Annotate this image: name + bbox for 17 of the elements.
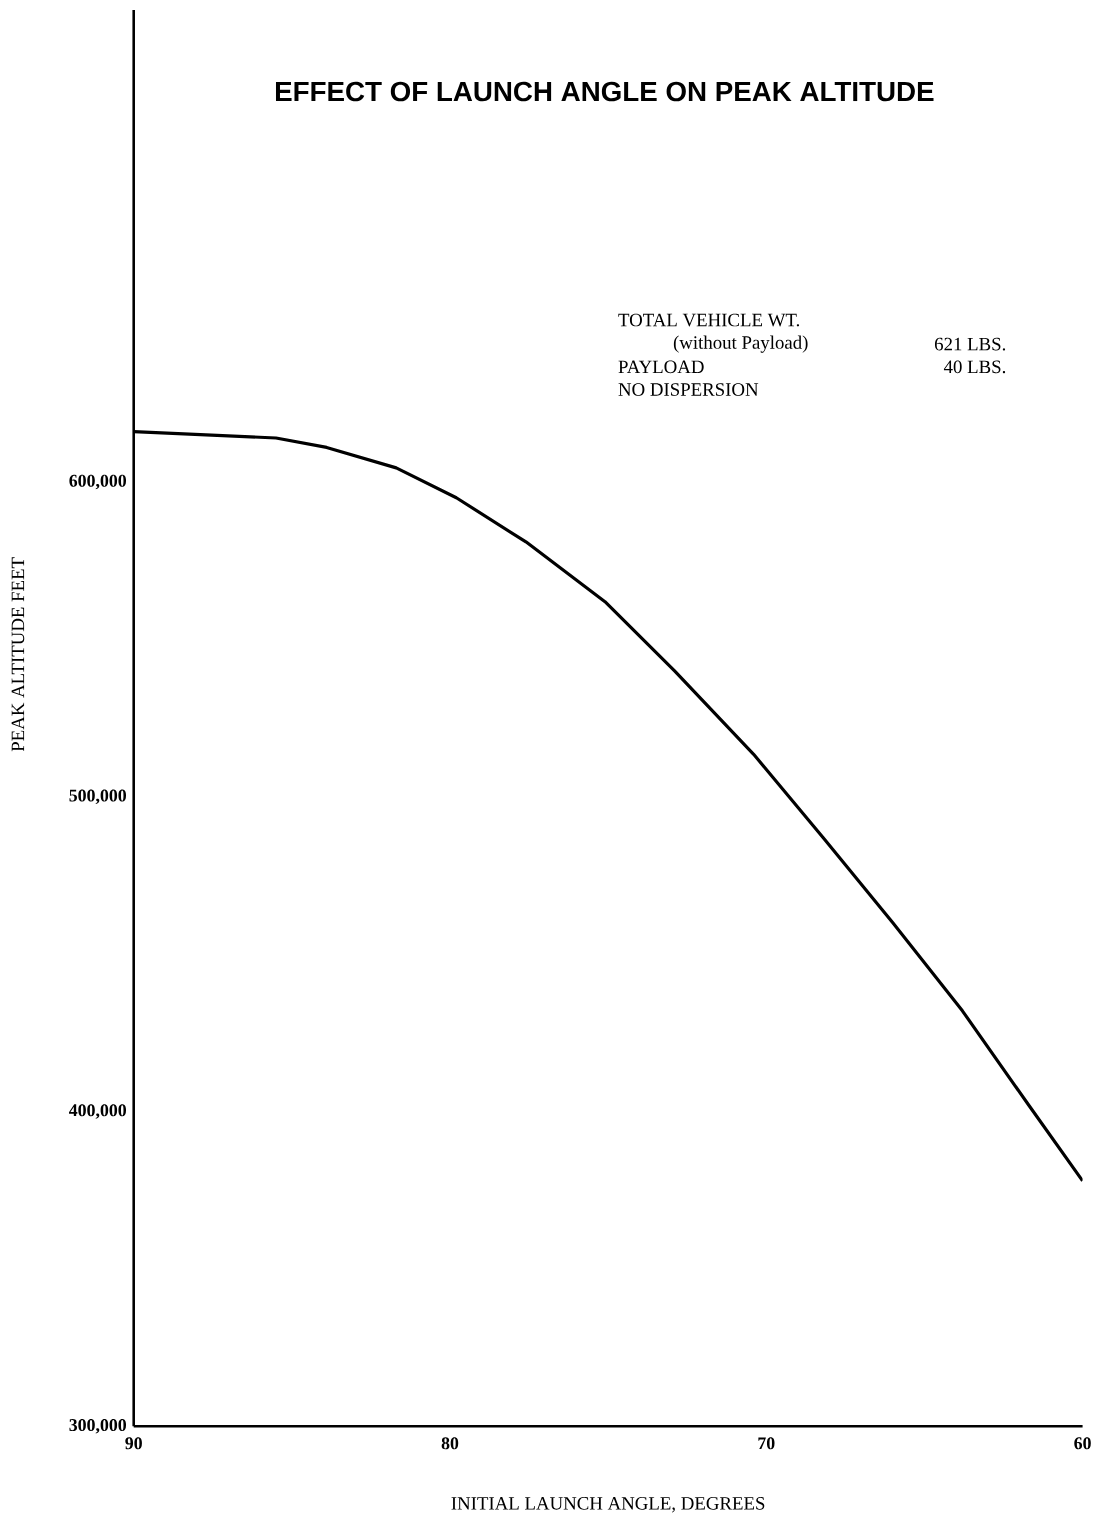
y-tick-label: 600,000 [69,474,126,490]
x-tick-label: 60 [1074,1437,1091,1450]
x-tick-label: 70 [758,1437,775,1450]
y-axis-title: PEAK ALTITUDE FEET [11,557,25,752]
x-axis-title: INITIAL LAUNCH ANGLE, DEGREES [451,1497,765,1513]
annotation: TOTAL VEHICLE WT. [618,313,799,327]
y-tick-label: 500,000 [69,789,126,805]
annotation: 40 LBS. [943,360,1005,374]
x-tick-label: 90 [125,1437,142,1450]
annotation: PAYLOAD [618,360,704,374]
annotation: (without Payload) [673,335,808,353]
annotation: 621 LBS. [934,337,1005,351]
y-tick-label: 300,000 [69,1418,126,1434]
annotation: NO DISPERSION [618,383,758,396]
y-tick-label: 400,000 [68,1104,126,1119]
x-tick-label: 80 [441,1437,459,1450]
text: EFFECT OF LAUNCH ANGLE ON PEAK ALTITUDE [275,81,934,102]
